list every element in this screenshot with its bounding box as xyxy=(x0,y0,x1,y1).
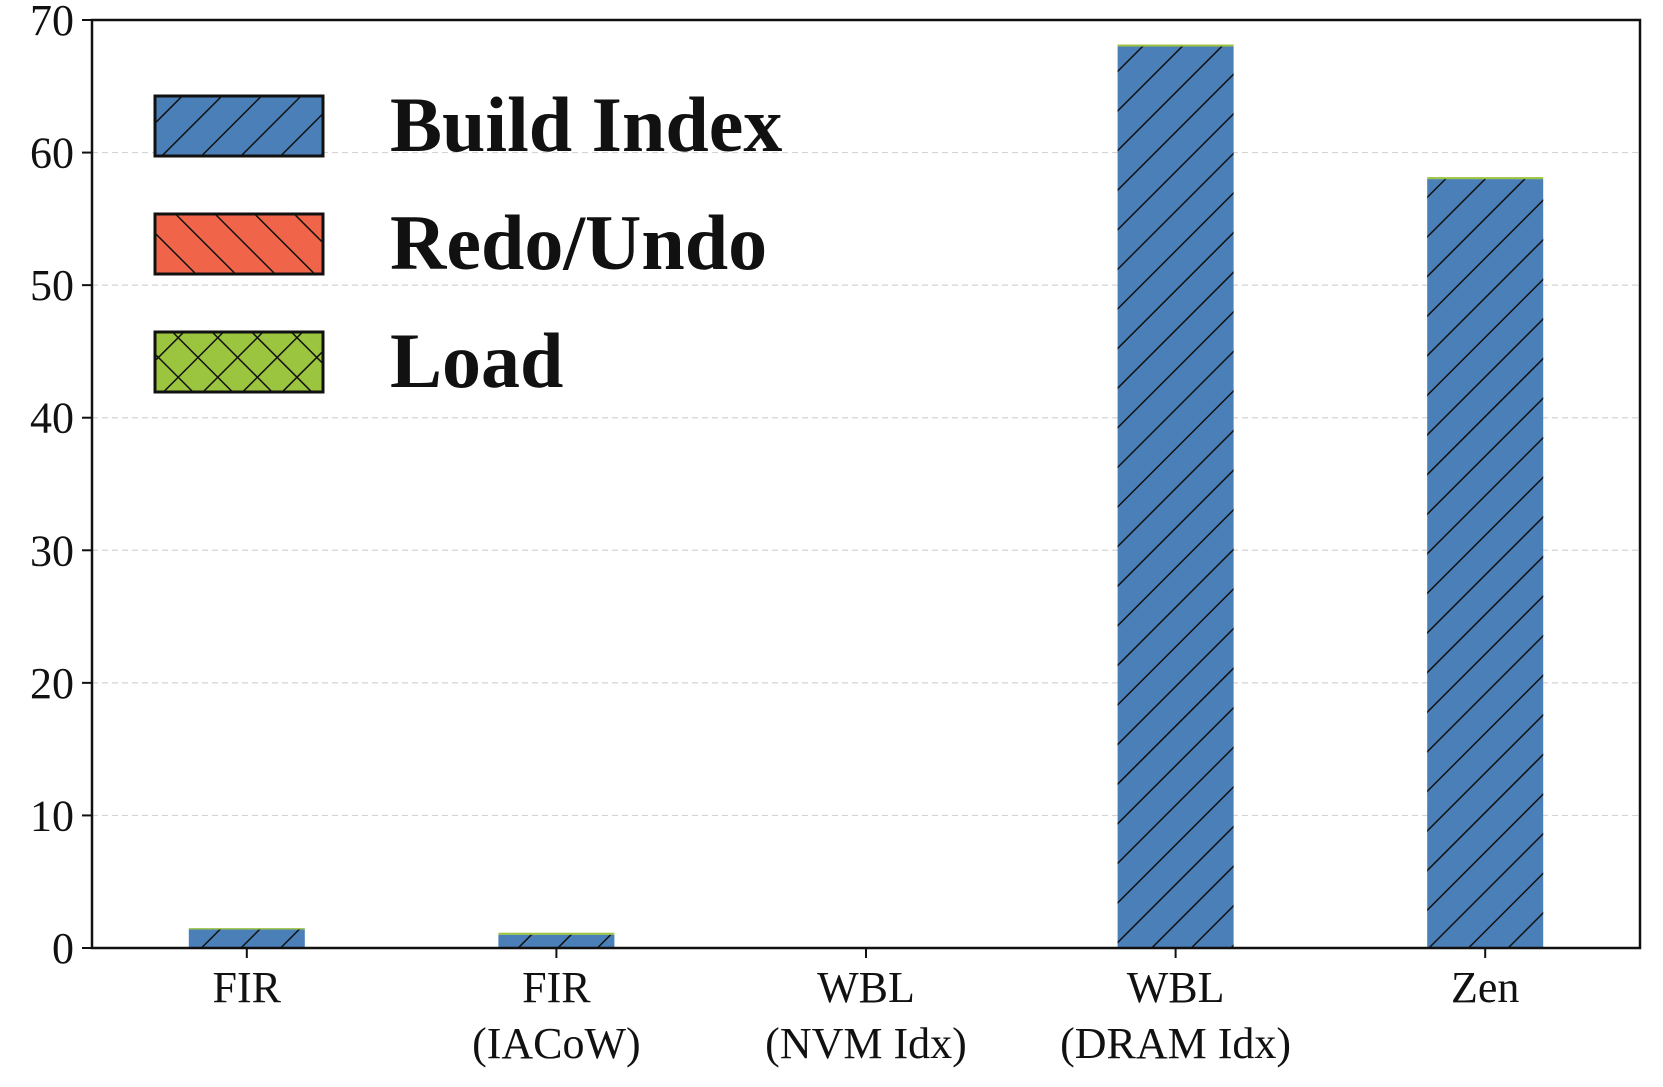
y-tick-label: 40 xyxy=(30,394,74,443)
bar-hatch xyxy=(1427,179,1544,949)
x-tick-label: (DRAM Idx) xyxy=(1060,1019,1291,1068)
bar-load xyxy=(188,928,305,930)
plot-frame xyxy=(90,18,1642,950)
bar-load xyxy=(498,932,615,935)
bar-fill xyxy=(498,932,615,935)
legend-swatch-hatch xyxy=(153,212,325,276)
x-tick-label: (NVM Idx) xyxy=(765,1019,967,1068)
y-tick-label: 70 xyxy=(30,0,74,45)
legend-label: Redo/Undo xyxy=(390,199,767,286)
legend-item-build-index: Build Index xyxy=(153,81,782,168)
legend-swatch-hatch xyxy=(153,94,325,158)
bar-load xyxy=(1117,44,1234,47)
legend-item-redo-undo: Redo/Undo xyxy=(153,199,767,286)
legend-label: Load xyxy=(390,317,563,404)
y-tick-label: 30 xyxy=(30,526,74,575)
y-tick-label: 10 xyxy=(30,791,74,840)
y-tick-label: 50 xyxy=(30,261,74,310)
bar-fill xyxy=(1117,44,1234,47)
x-tick-label: WBL xyxy=(817,963,915,1012)
axes xyxy=(82,18,1642,958)
bar-fill xyxy=(188,928,305,930)
x-tick-label: WBL xyxy=(1127,963,1225,1012)
tick-labels: 0 10 20 30 40 50 60 70 FIR FIR (IACoW) WBL (NVM Idx)… xyxy=(30,0,1519,1068)
legend: Build Index Redo/Undo Load xyxy=(153,81,782,404)
bar-hatch xyxy=(188,929,305,948)
y-tick-label: 20 xyxy=(30,659,74,708)
y-tick-label: 0 xyxy=(52,924,74,973)
x-tick-label: FIR xyxy=(213,963,282,1012)
x-tick-label: Zen xyxy=(1451,963,1519,1012)
legend-item-load: Load xyxy=(153,317,563,404)
legend-label: Build Index xyxy=(390,81,782,168)
bar-hatch xyxy=(498,934,615,948)
bar-build-index xyxy=(188,929,305,948)
bars xyxy=(188,44,1544,949)
x-tick-label: FIR xyxy=(522,963,591,1012)
bar-build-index xyxy=(1117,46,1234,949)
bar-fill xyxy=(1427,177,1544,180)
x-tick-label: (IACoW) xyxy=(472,1019,641,1068)
bar-build-index xyxy=(498,934,615,948)
bar-build-index xyxy=(1427,179,1544,949)
bar-hatch xyxy=(1117,46,1234,949)
y-tick-label: 60 xyxy=(30,129,74,178)
bar-load xyxy=(1427,177,1544,180)
legend-swatch-hatch xyxy=(153,330,325,394)
